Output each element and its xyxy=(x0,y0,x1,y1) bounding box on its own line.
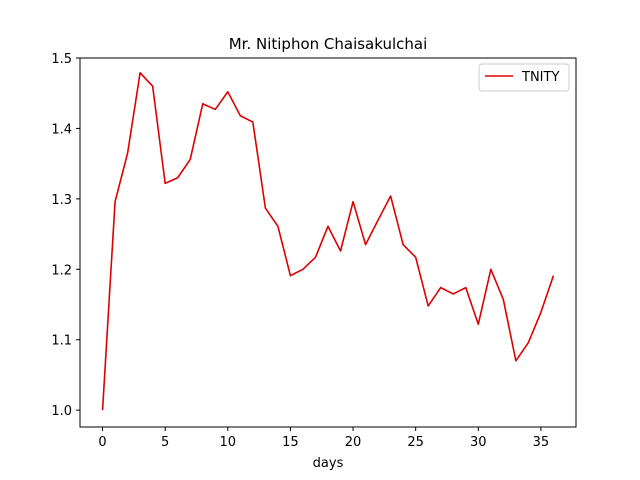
x-tick-label: 5 xyxy=(161,435,169,450)
y-tick-label: 1.5 xyxy=(51,52,72,67)
x-tick-label: 0 xyxy=(98,435,106,450)
y-tick-label: 1.3 xyxy=(51,193,72,208)
y-tick-label: 1.0 xyxy=(51,404,72,419)
legend-label: TNITY xyxy=(521,70,559,85)
x-tick-label: 25 xyxy=(407,435,424,450)
chart-title: Mr. Nitiphon Chaisakulchai xyxy=(229,35,428,53)
y-axis: 1.0 1.1 1.2 1.3 1.4 1.5 xyxy=(51,52,80,419)
x-axis-label: days xyxy=(313,456,344,471)
plot-area xyxy=(79,57,577,428)
series-line-tnity xyxy=(101,71,555,411)
y-tick-label: 1.1 xyxy=(51,334,72,349)
legend: TNITY xyxy=(478,63,570,92)
series-layer xyxy=(101,71,555,411)
x-axis: 0 5 10 15 20 25 30 35 xyxy=(98,427,549,450)
x-tick-label: 30 xyxy=(470,435,487,450)
legend-box xyxy=(478,63,570,92)
x-tick-label: 35 xyxy=(533,435,550,450)
y-tick-label: 1.2 xyxy=(51,263,72,278)
x-tick-label: 10 xyxy=(220,435,237,450)
axes-frame xyxy=(79,57,577,428)
x-tick-label: 15 xyxy=(282,435,299,450)
y-tick-label: 1.4 xyxy=(51,122,72,137)
x-tick-label: 20 xyxy=(345,435,362,450)
